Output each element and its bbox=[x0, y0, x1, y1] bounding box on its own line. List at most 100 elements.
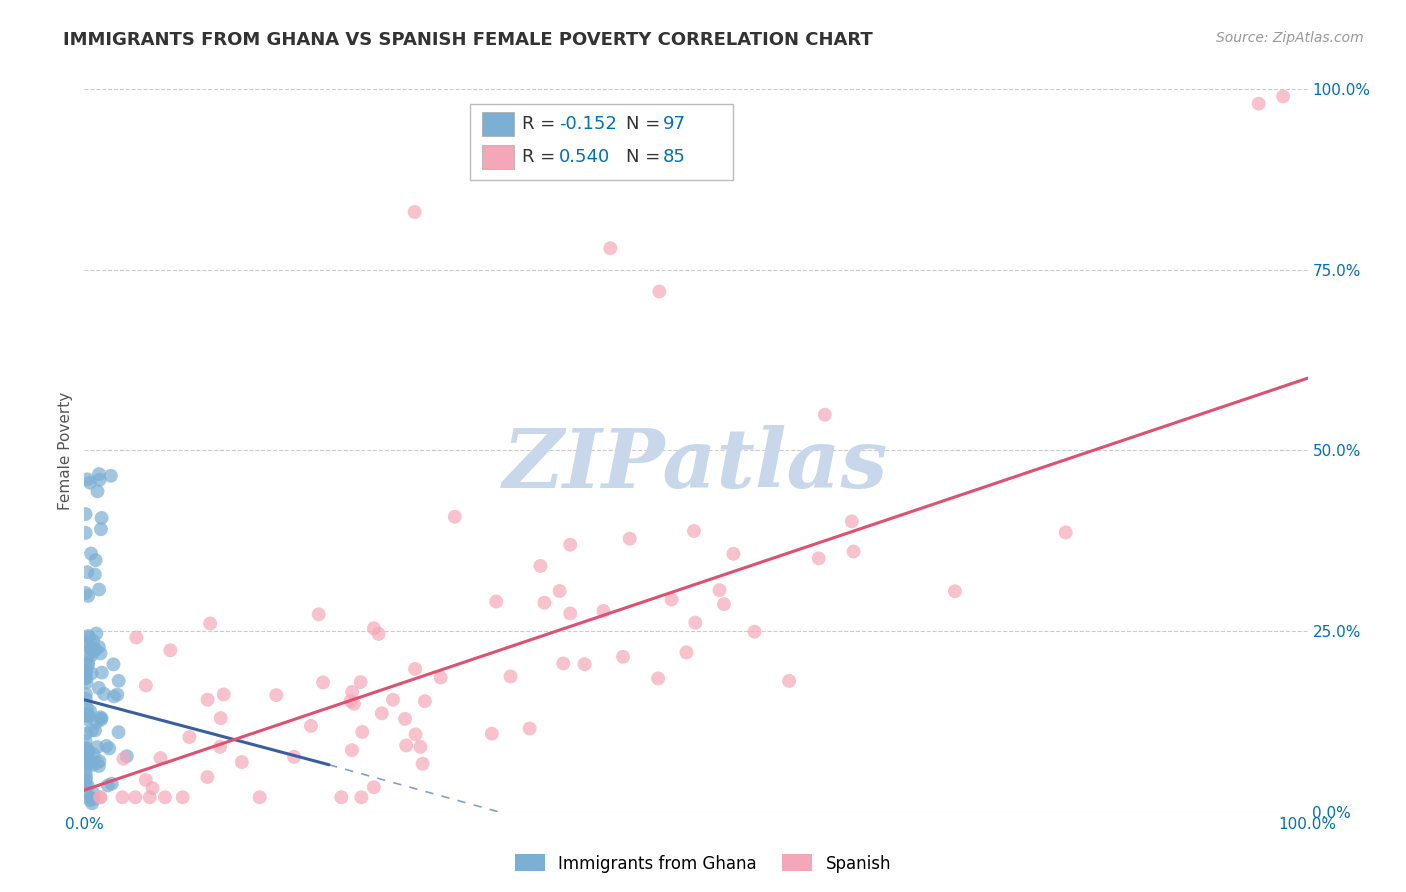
Point bbox=[90, 522, 112, 536]
Point bbox=[115, 749, 138, 764]
Text: R =: R = bbox=[522, 115, 555, 133]
Point bbox=[87, 759, 110, 773]
Y-axis label: Female Poverty: Female Poverty bbox=[58, 392, 73, 509]
Text: ZIPatlas: ZIPatlas bbox=[503, 425, 889, 505]
Point bbox=[75, 772, 97, 787]
Point bbox=[1272, 89, 1295, 103]
Point bbox=[149, 751, 172, 765]
Point bbox=[404, 205, 426, 219]
Point bbox=[76, 675, 98, 690]
Point bbox=[75, 777, 97, 791]
Point bbox=[75, 709, 97, 723]
Text: 85: 85 bbox=[664, 148, 686, 166]
Point bbox=[76, 758, 98, 772]
Point bbox=[75, 507, 97, 521]
Point bbox=[574, 657, 596, 672]
Point bbox=[86, 756, 108, 770]
Point bbox=[86, 740, 108, 755]
Point bbox=[195, 770, 218, 784]
Point bbox=[87, 582, 110, 597]
Point bbox=[86, 626, 108, 640]
Point bbox=[560, 538, 582, 552]
Point bbox=[209, 739, 232, 754]
Point bbox=[84, 553, 107, 567]
Point bbox=[363, 621, 385, 635]
Point bbox=[87, 640, 110, 654]
Point bbox=[75, 789, 97, 803]
Point bbox=[80, 791, 103, 805]
Point bbox=[807, 551, 830, 566]
Point bbox=[553, 657, 575, 671]
Point bbox=[339, 694, 361, 708]
Point bbox=[80, 642, 103, 657]
Point bbox=[723, 547, 745, 561]
Point bbox=[76, 748, 98, 763]
Point bbox=[75, 770, 97, 784]
Point bbox=[103, 657, 125, 672]
Point bbox=[548, 583, 571, 598]
Point bbox=[87, 467, 110, 481]
Point bbox=[367, 627, 389, 641]
Point bbox=[1247, 96, 1270, 111]
Point bbox=[79, 475, 101, 490]
Point bbox=[82, 787, 104, 801]
Point bbox=[90, 646, 112, 660]
Point bbox=[197, 692, 219, 706]
Point bbox=[648, 285, 671, 299]
Point bbox=[249, 790, 271, 805]
Point bbox=[744, 624, 766, 639]
Point bbox=[599, 241, 621, 255]
Point bbox=[283, 750, 305, 764]
Point bbox=[75, 636, 97, 650]
Point bbox=[299, 719, 322, 733]
Bar bbox=[482, 112, 513, 136]
Point bbox=[1054, 525, 1077, 540]
Point bbox=[619, 532, 641, 546]
Point bbox=[485, 594, 508, 608]
Point bbox=[89, 473, 111, 487]
Point bbox=[413, 694, 436, 708]
Point bbox=[83, 792, 105, 806]
Point bbox=[394, 712, 416, 726]
Point bbox=[675, 645, 697, 659]
Point bbox=[125, 631, 148, 645]
Point bbox=[76, 565, 98, 579]
Point bbox=[381, 692, 404, 706]
Point bbox=[79, 640, 101, 654]
Point bbox=[363, 780, 385, 794]
Point bbox=[75, 784, 97, 798]
Point bbox=[308, 607, 330, 622]
Point bbox=[75, 664, 97, 678]
Point bbox=[79, 704, 101, 718]
Point bbox=[89, 710, 111, 724]
Point bbox=[350, 790, 373, 805]
Point bbox=[98, 741, 121, 756]
Point bbox=[841, 514, 863, 528]
Point bbox=[84, 723, 107, 738]
Point bbox=[82, 757, 104, 772]
Point bbox=[231, 755, 253, 769]
Text: IMMIGRANTS FROM GHANA VS SPANISH FEMALE POVERTY CORRELATION CHART: IMMIGRANTS FROM GHANA VS SPANISH FEMALE … bbox=[63, 31, 873, 49]
Point bbox=[943, 584, 966, 599]
Point bbox=[77, 589, 100, 603]
Point bbox=[159, 643, 181, 657]
Point bbox=[77, 629, 100, 643]
Point bbox=[79, 793, 101, 807]
Point bbox=[429, 671, 451, 685]
Point bbox=[519, 722, 541, 736]
Point bbox=[90, 511, 112, 525]
Bar bbox=[482, 145, 513, 169]
Point bbox=[83, 567, 105, 582]
Point bbox=[111, 790, 134, 805]
Point bbox=[77, 706, 100, 721]
Point bbox=[560, 607, 582, 621]
Point bbox=[84, 642, 107, 657]
Text: R =: R = bbox=[522, 148, 555, 166]
Point bbox=[139, 790, 162, 805]
Point bbox=[709, 583, 731, 598]
Point bbox=[80, 648, 103, 663]
Point bbox=[172, 790, 194, 805]
Point bbox=[683, 524, 706, 538]
Point bbox=[100, 468, 122, 483]
Point bbox=[153, 790, 176, 805]
